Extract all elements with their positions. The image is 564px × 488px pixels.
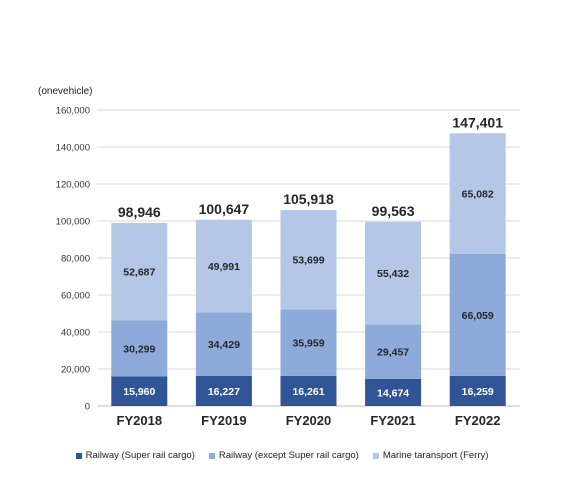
bar-segment-ferry bbox=[111, 222, 168, 321]
bar-segment-super-rail bbox=[365, 378, 422, 406]
bar-segment-railway-other bbox=[365, 324, 422, 379]
y-tick-label: 140,000 bbox=[56, 143, 90, 154]
segment-value-label: 49,991 bbox=[208, 261, 240, 273]
segment-value-label: 16,259 bbox=[462, 386, 494, 398]
bar-segment-ferry bbox=[280, 210, 337, 310]
legend-swatch bbox=[75, 452, 82, 459]
legend-label: Marine taransport (Ferry) bbox=[382, 450, 489, 461]
y-tick-label: 80,000 bbox=[61, 254, 90, 265]
bar-total-label: 147,401 bbox=[452, 114, 503, 130]
y-tick-label: 120,000 bbox=[56, 180, 90, 191]
bar-segment-railway-other bbox=[195, 312, 252, 376]
segment-value-label: 35,959 bbox=[292, 338, 324, 350]
bar-total-label: 98,946 bbox=[118, 204, 161, 220]
y-tick-label: 20,000 bbox=[61, 365, 90, 376]
bar-total-label: 105,918 bbox=[283, 191, 334, 207]
x-tick-label: FY2020 bbox=[286, 413, 332, 428]
bar-segment-super-rail bbox=[111, 376, 168, 406]
x-tick-label: FY2022 bbox=[455, 413, 501, 428]
bar-total-label: 100,647 bbox=[199, 201, 250, 217]
bar-segment-railway-other bbox=[449, 253, 506, 376]
segment-value-label: 16,261 bbox=[292, 386, 324, 398]
legend-swatch bbox=[208, 452, 215, 459]
segment-value-label: 16,227 bbox=[208, 386, 240, 398]
bar-segment-ferry bbox=[449, 133, 506, 254]
bar-segment-super-rail bbox=[280, 375, 337, 406]
y-tick-label: 100,000 bbox=[56, 217, 90, 228]
legend-item-super-rail: Railway (Super rail cargo) bbox=[75, 450, 195, 461]
y-tick-label: 60,000 bbox=[61, 291, 90, 302]
segment-value-label: 30,299 bbox=[123, 343, 155, 355]
x-tick-label: FY2019 bbox=[201, 413, 247, 428]
legend-item-ferry: Marine taransport (Ferry) bbox=[372, 450, 489, 461]
bar-segment-ferry bbox=[365, 221, 422, 325]
bar-segment-ferry bbox=[195, 219, 252, 313]
bar-segment-railway-other bbox=[111, 320, 168, 377]
chart-legend: Railway (Super rail cargo) Railway (exce… bbox=[0, 450, 564, 461]
segment-value-label: 65,082 bbox=[462, 189, 494, 201]
segment-value-label: 53,699 bbox=[292, 255, 324, 267]
segment-value-label: 29,457 bbox=[377, 347, 409, 359]
segment-value-label: 15,960 bbox=[123, 386, 155, 398]
y-tick-label: 0 bbox=[85, 402, 90, 413]
y-tick-label: 160,000 bbox=[56, 106, 90, 117]
x-tick-label: FY2021 bbox=[370, 413, 416, 428]
legend-item-railway-other: Railway (except Super rail cargo) bbox=[208, 450, 359, 461]
segment-value-label: 66,059 bbox=[462, 310, 494, 322]
y-tick-label: 40,000 bbox=[61, 328, 90, 339]
bar-segment-super-rail bbox=[449, 375, 506, 406]
legend-label: Railway (except Super rail cargo) bbox=[218, 450, 359, 461]
legend-swatch bbox=[372, 452, 379, 459]
segment-value-label: 52,687 bbox=[123, 267, 155, 279]
bar-segment-super-rail bbox=[195, 375, 252, 406]
y-axis-unit-label: (onevehicle) bbox=[38, 86, 93, 97]
segment-value-label: 34,429 bbox=[208, 339, 240, 351]
segment-value-label: 14,674 bbox=[377, 387, 409, 399]
legend-label: Railway (Super rail cargo) bbox=[85, 450, 195, 461]
bar-total-label: 99,563 bbox=[372, 203, 415, 219]
bar-segment-railway-other bbox=[280, 309, 337, 376]
segment-value-label: 55,432 bbox=[377, 268, 409, 280]
x-tick-label: FY2018 bbox=[117, 413, 163, 428]
